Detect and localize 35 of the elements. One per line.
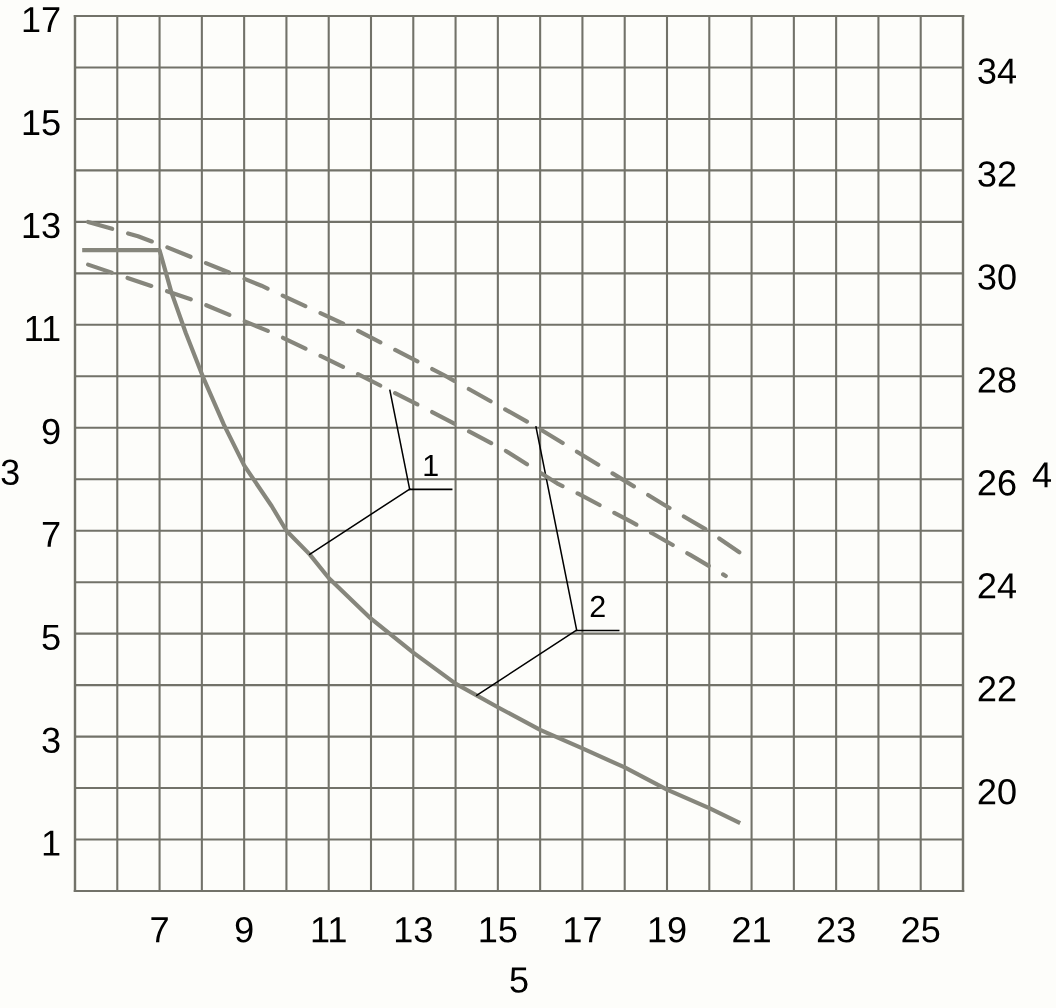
annotation: 2	[590, 595, 605, 618]
y-tick-label: 3	[42, 727, 60, 754]
x-tick-label: 9	[235, 916, 253, 943]
y2-tick-label: 34	[978, 58, 1016, 84]
y-tick-label: 9	[42, 418, 60, 445]
y2-tick-label: 30	[978, 264, 1016, 290]
annotation: 1	[424, 455, 438, 477]
x-tick-label: 19	[649, 916, 686, 943]
x-tick-label: 11	[312, 917, 346, 943]
y2-tick-label: 22	[978, 675, 1016, 702]
y-tick-label: 1	[43, 830, 60, 856]
y-tick-label: 7	[42, 521, 60, 547]
x-tick-label: 23	[817, 916, 855, 943]
line-series	[86, 219, 742, 555]
x-tick-label: 21	[733, 916, 770, 943]
y-tick-label: 11	[26, 316, 60, 341]
y2-axis-title: 4	[1032, 462, 1052, 488]
y-axis-title: 3	[1, 459, 19, 486]
x-tick-label: 13	[395, 916, 432, 943]
y2-tick-label: 20	[978, 778, 1016, 805]
x-tick-label: 25	[902, 916, 940, 943]
x-tick-label: 15	[480, 917, 517, 943]
y-tick-label: 17	[23, 7, 60, 33]
x-axis-title: 5	[510, 967, 528, 993]
y2-tick-label: 28	[978, 367, 1016, 393]
x-tick-label: 17	[565, 917, 601, 943]
y-tick-label: 13	[23, 212, 60, 239]
x-tick-label: 7	[151, 917, 168, 943]
y2-tick-label: 24	[978, 573, 1016, 599]
y2-tick-label: 32	[978, 161, 1016, 187]
line-series	[80, 248, 743, 826]
line-series	[86, 262, 728, 579]
y-tick-label: 5	[42, 624, 60, 651]
y2-tick-label: 26	[978, 470, 1016, 496]
y-tick-label: 15	[23, 110, 60, 136]
